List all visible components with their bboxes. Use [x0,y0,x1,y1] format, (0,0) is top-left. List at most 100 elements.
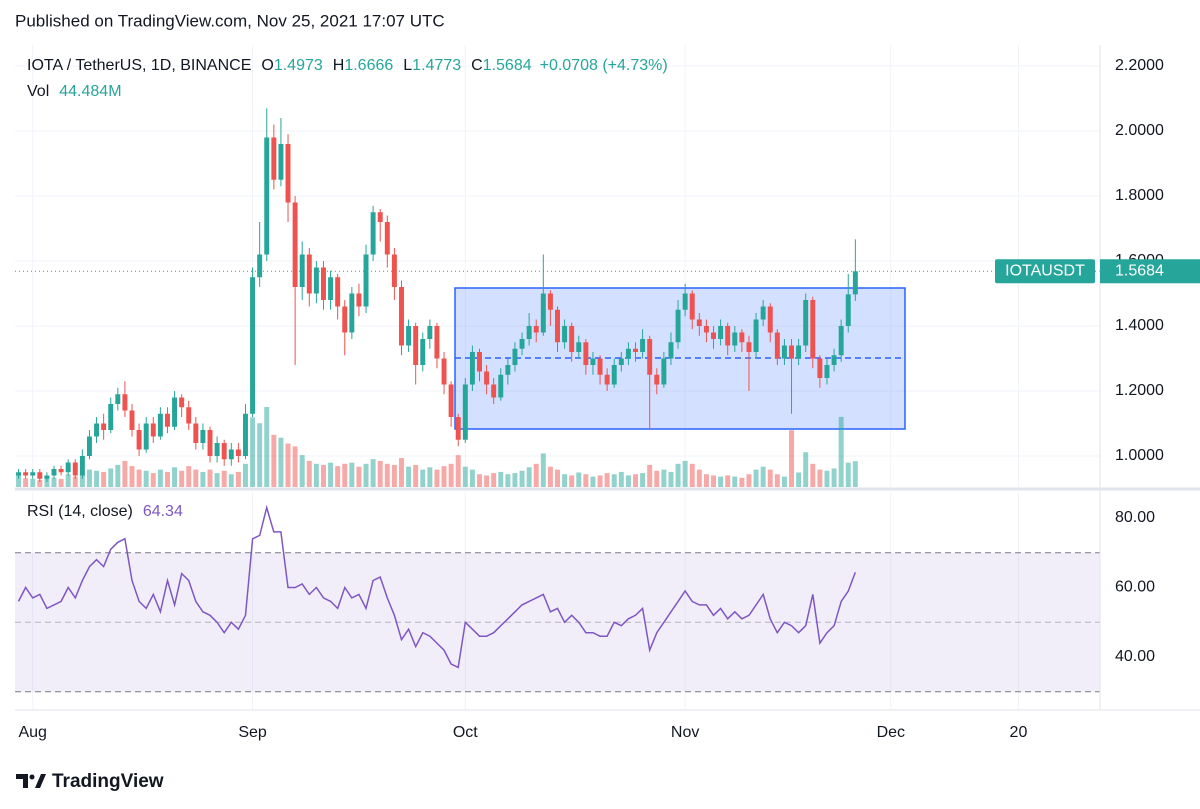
volume-bar [108,468,114,487]
y-tick-label: 40.00 [1115,648,1155,665]
volume-bar [569,475,575,487]
brand-name: TradingView [52,771,164,792]
candle-body [79,455,85,476]
volume-bar [200,471,206,487]
open-value: 1.4973 [274,57,323,74]
legend: IOTA / TetherUS, 1D, BINANCE O1.4973 H1.66… [27,57,668,74]
volume-bar [129,466,135,487]
legend-letter: C [471,57,483,74]
candle-body [462,384,468,440]
ticker-label: IOTAUSDT [1005,262,1085,279]
candle-body [23,472,29,476]
logo-dot [29,774,35,780]
volume-bar [491,473,497,487]
volume-bar [420,469,426,487]
volume-bar [320,464,326,487]
candle-body [604,374,610,385]
candle-body [469,351,475,385]
volume-bar [306,460,312,487]
candle-body [193,423,199,443]
volume-bar [349,462,355,487]
volume-bar [576,472,582,487]
candle-body [129,410,135,430]
volume-bar [427,467,433,487]
candle-body [335,277,341,307]
candle-body [448,384,454,417]
volume-bar [604,473,610,487]
candle-body [824,364,830,378]
candle-body [264,137,270,255]
volume-bar [164,471,170,487]
volume-bar [356,466,362,487]
volume-bar [526,467,532,487]
volume-bar [384,463,390,487]
high-value: 1.6666 [344,57,393,74]
candle-body [441,358,447,385]
volume-bar [455,455,461,487]
volume-bar [257,423,263,487]
volume-bar [583,474,589,487]
volume-bar [228,474,234,487]
volume-bar [647,464,653,487]
y-tick-label: 1.8000 [1115,187,1164,204]
candle-body [838,325,844,356]
volume-bar [406,466,412,487]
candle-body [228,449,234,460]
candle-body [526,325,532,339]
candle-body [306,254,312,294]
volume-bar [292,446,298,487]
candle-body [257,254,263,278]
candle-body [817,358,823,378]
x-tick-label: Nov [671,724,699,741]
candle-body [221,442,227,460]
volume-bar [207,469,213,487]
volume-bar [328,462,334,487]
volume-bar [555,469,560,487]
publish-header: Published on TradingView.com, Nov 25, 20… [15,11,445,30]
volume-bar [803,452,809,487]
volume-bar [640,473,646,487]
candle-body [30,472,36,476]
candle-body [753,319,759,352]
y-tick-label: 1.4000 [1115,317,1164,334]
volume-bar [179,470,185,487]
volume-bar [852,461,858,487]
price-box [1100,259,1200,284]
volume-bar [285,443,291,487]
volume-legend: Vol 44.484M [27,83,122,100]
candle-body [746,342,752,352]
volume-bar [441,466,447,487]
y-tick-label: 2.0000 [1115,122,1164,139]
volume-bar [221,470,227,487]
volume-bar [58,478,64,487]
brand-logo: TradingView [16,771,164,792]
volume-bar [711,475,716,487]
volume-bar [689,463,695,487]
rsi-value: 64.34 [143,503,183,520]
candle-body [703,325,709,333]
candle-body [611,364,617,385]
candle-body [661,358,667,385]
volume-bar [122,460,128,487]
candle-body [349,293,355,333]
candle-body [668,342,674,359]
candle-body [406,325,412,346]
candle-body [214,442,220,456]
candle-body [540,293,546,333]
volume-bar [562,474,568,487]
volume-bar [143,470,149,487]
candle-body [271,137,277,180]
candle-body [200,429,206,443]
volume-value: 44.484M [59,83,121,100]
candle-body [235,449,241,456]
candle-body [157,413,163,437]
volume-bar [633,474,638,487]
volume-bar [817,469,823,487]
volume-bar [682,460,688,487]
volume-bar [186,466,192,487]
candle-body [434,325,440,359]
candle-body [633,348,638,352]
rsi-title: RSI (14, close) [27,503,133,520]
volume-bar [810,463,816,487]
candle-body [781,345,787,359]
